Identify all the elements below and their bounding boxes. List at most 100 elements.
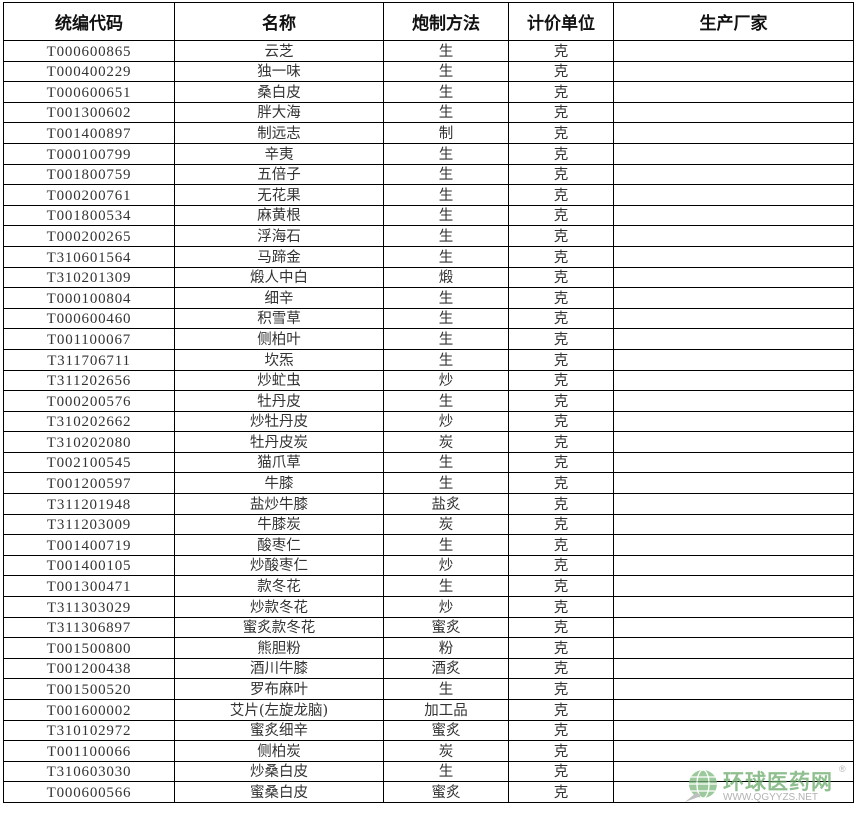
- cell-unit: 克: [508, 40, 614, 62]
- cell-method: 酒炙: [383, 657, 509, 680]
- cell-manufacturer: [613, 410, 854, 433]
- table-row: T311306897 蜜炙款冬花 蜜炙克: [3, 616, 854, 639]
- cell-name: 胖大海: [174, 101, 384, 124]
- header-unit: 计价单位: [508, 2, 614, 41]
- cell-unit: 克: [508, 390, 614, 412]
- cell-unit: 克: [508, 637, 614, 659]
- table-row: T311303029 炒款冬花炒克: [3, 596, 854, 618]
- table-row: T000100799 辛夷生克: [3, 142, 854, 165]
- cell-method: 生: [383, 81, 509, 103]
- cell-name: 麻黄根: [174, 204, 384, 227]
- cell-name: 罗布麻叶: [174, 678, 384, 700]
- cell-name: 制远志: [174, 122, 384, 144]
- cell-unit: 克: [508, 348, 614, 371]
- table-row: T000200265 浮海石生克: [3, 225, 854, 247]
- cell-unit: 克: [508, 719, 614, 742]
- cell-manufacturer: [613, 348, 854, 371]
- cell-unit: 克: [508, 472, 614, 495]
- cell-unit: 克: [508, 410, 614, 433]
- table-row: T310202662 炒牡丹皮炒克: [3, 410, 854, 433]
- cell-name: 马蹄金: [174, 245, 384, 268]
- cell-manufacturer: [613, 554, 854, 577]
- table-row: T001400719 酸枣仁生克: [3, 534, 854, 556]
- cell-method: 蜜炙: [383, 719, 509, 742]
- cell-manufacturer: [613, 142, 854, 165]
- table-row: T001500520 罗布麻叶生克: [3, 678, 854, 700]
- cell-method: 生: [383, 163, 509, 186]
- cell-method: 炒: [383, 410, 509, 433]
- table-row: T002100545 猫爪草生克: [3, 451, 854, 474]
- cell-code: T000600460: [3, 307, 175, 330]
- cell-unit: 克: [508, 204, 614, 227]
- table-row: T001200438 酒川牛膝 酒炙克: [3, 657, 854, 680]
- table-row: T001400897 制远志制克: [3, 122, 854, 144]
- table-row: T001100066 侧柏炭炭克: [3, 740, 854, 762]
- cell-method: 生: [383, 204, 509, 227]
- cell-code: T000600651: [3, 81, 175, 103]
- cell-code: T001800534: [3, 204, 175, 227]
- cell-name: 炒牡丹皮: [174, 410, 384, 433]
- cell-code: T001500520: [3, 678, 175, 700]
- cell-code: T000600566: [3, 781, 175, 803]
- table-row: T310603030 炒桑白皮生克: [3, 760, 854, 783]
- table-row: T000600566 蜜桑白皮 蜜炙克: [3, 781, 854, 803]
- cell-name: 云芝: [174, 40, 384, 62]
- cell-unit: 克: [508, 369, 614, 392]
- cell-method: 生: [383, 101, 509, 124]
- table-row: T311202656 炒虻虫炒克: [3, 369, 854, 392]
- cell-manufacturer: [613, 390, 854, 412]
- cell-code: T000100799: [3, 142, 175, 165]
- cell-manufacturer: [613, 781, 854, 803]
- cell-manufacturer: [613, 307, 854, 330]
- cell-manufacturer: [613, 678, 854, 700]
- cell-unit: 克: [508, 142, 614, 165]
- cell-method: 炒: [383, 554, 509, 577]
- table-row: T000400229 独一味生克: [3, 60, 854, 83]
- cell-manufacturer: [613, 431, 854, 453]
- cell-manufacturer: [613, 287, 854, 309]
- cell-code: T000200576: [3, 390, 175, 412]
- cell-manufacturer: [613, 472, 854, 495]
- cell-manufacturer: [613, 637, 854, 659]
- table-body: T000600865 云芝生克 T000400229 独一味生克 T000600651 桑…: [3, 40, 854, 803]
- cell-manufacturer: [613, 451, 854, 474]
- cell-code: T001100066: [3, 740, 175, 762]
- cell-unit: 克: [508, 184, 614, 206]
- cell-method: 炭: [383, 740, 509, 762]
- cell-unit: 克: [508, 225, 614, 247]
- cell-unit: 克: [508, 266, 614, 289]
- table-row: T310201309 煅人中白煅克: [3, 266, 854, 289]
- table-row: T311706711 坎炁生克: [3, 348, 854, 371]
- table-row: T000600651 桑白皮生克: [3, 81, 854, 103]
- cell-manufacturer: [613, 575, 854, 598]
- cell-manufacturer: [613, 760, 854, 783]
- cell-unit: 克: [508, 122, 614, 144]
- cell-name: 款冬花: [174, 575, 384, 598]
- cell-manufacturer: [613, 534, 854, 556]
- cell-name: 酒川牛膝: [174, 657, 384, 680]
- cell-method: 粉: [383, 637, 509, 659]
- cell-manufacturer: [613, 81, 854, 103]
- cell-name: 牛膝: [174, 472, 384, 495]
- cell-code: T310202662: [3, 410, 175, 433]
- cell-code: T310601564: [3, 245, 175, 268]
- cell-method: 生: [383, 451, 509, 474]
- cell-code: T310102972: [3, 719, 175, 742]
- cell-method: 生: [383, 287, 509, 309]
- cell-code: T001300602: [3, 101, 175, 124]
- cell-code: T311203009: [3, 513, 175, 536]
- cell-manufacturer: [613, 596, 854, 618]
- table-row: T000600865 云芝生克: [3, 40, 854, 62]
- cell-method: 炒: [383, 369, 509, 392]
- cell-code: T311202656: [3, 369, 175, 392]
- cell-code: T311306897: [3, 616, 175, 639]
- cell-code: T001400897: [3, 122, 175, 144]
- cell-method: 生: [383, 245, 509, 268]
- cell-name: 炒款冬花: [174, 596, 384, 618]
- cell-manufacturer: [613, 740, 854, 762]
- cell-unit: 克: [508, 657, 614, 680]
- cell-name: 辛夷: [174, 142, 384, 165]
- cell-name: 炒桑白皮: [174, 760, 384, 783]
- cell-unit: 克: [508, 596, 614, 618]
- cell-code: T311303029: [3, 596, 175, 618]
